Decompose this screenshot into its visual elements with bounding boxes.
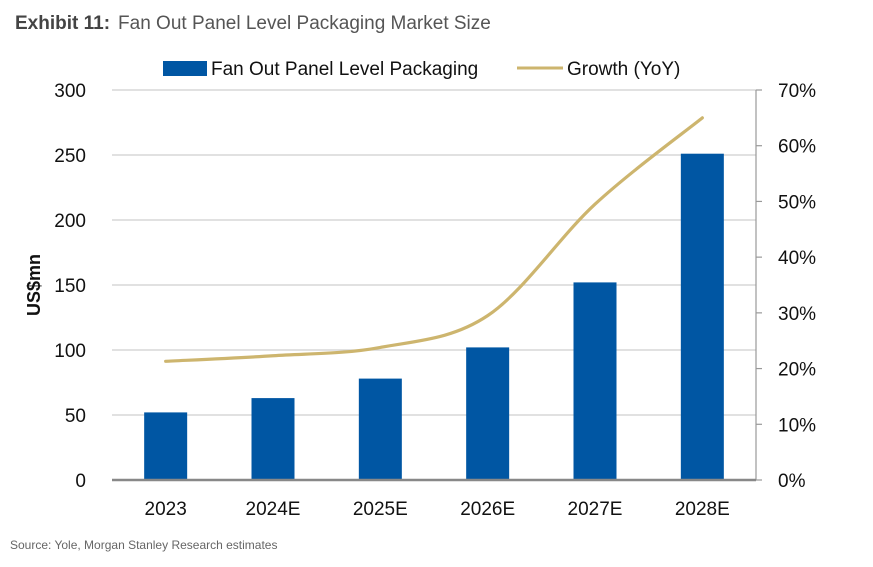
x-tick-label: 2026E — [460, 499, 515, 520]
y-axis-label: US$mn — [24, 254, 44, 316]
y2-tick-label: 40% — [778, 248, 816, 269]
y-tick-label: 150 — [54, 276, 86, 297]
bar — [466, 347, 510, 480]
y2-tick-label: 10% — [778, 415, 816, 436]
bar — [680, 153, 724, 480]
legend: Fan Out Panel Level Packaging Growth (Yo… — [163, 59, 680, 80]
y-tick-label: 0 — [75, 471, 86, 492]
bars — [144, 153, 724, 480]
y2-tick-label: 20% — [778, 360, 816, 381]
legend-label-line: Growth (YoY) — [567, 59, 680, 80]
legend-label-bar: Fan Out Panel Level Packaging — [211, 59, 478, 80]
y-tick-label: 50 — [65, 406, 86, 427]
x-tick-label: 2023 — [145, 499, 187, 520]
y-tick-label: 100 — [54, 341, 86, 362]
exhibit-title: Exhibit 11: Fan Out Panel Level Packaging… — [15, 13, 491, 35]
x-tick-label: 2027E — [568, 499, 623, 520]
axes: 0 50 100 150 200 250 300 0% 10% 20% 30% 40% 50% 60% 70… — [54, 81, 816, 520]
y2-tick-label: 50% — [778, 192, 816, 213]
y2-tick-label: 0% — [778, 471, 806, 492]
bar — [573, 282, 617, 480]
gridlines — [112, 89, 756, 416]
y-tick-label: 300 — [54, 81, 86, 102]
bar — [358, 378, 402, 480]
y-tick-label: 200 — [54, 211, 86, 232]
y2-tick-label: 70% — [778, 81, 816, 102]
x-tick-label: 2025E — [353, 499, 408, 520]
y2-tick-label: 60% — [778, 137, 816, 158]
x-tick-label: 2024E — [246, 499, 301, 520]
legend-swatch-bar — [163, 61, 207, 76]
growth-line — [164, 116, 704, 363]
y2-tick-label: 30% — [778, 304, 816, 325]
source-note: Source: Yole, Morgan Stanley Research es… — [10, 538, 278, 552]
y-tick-label: 250 — [54, 146, 86, 167]
exhibit-title-text: Fan Out Panel Level Packaging Market Siz… — [118, 13, 491, 34]
bar — [144, 412, 188, 480]
x-tick-label: 2028E — [675, 499, 730, 520]
bar — [251, 398, 295, 480]
growth-line-group — [164, 116, 704, 363]
exhibit-label: Exhibit 11: — [15, 13, 111, 34]
